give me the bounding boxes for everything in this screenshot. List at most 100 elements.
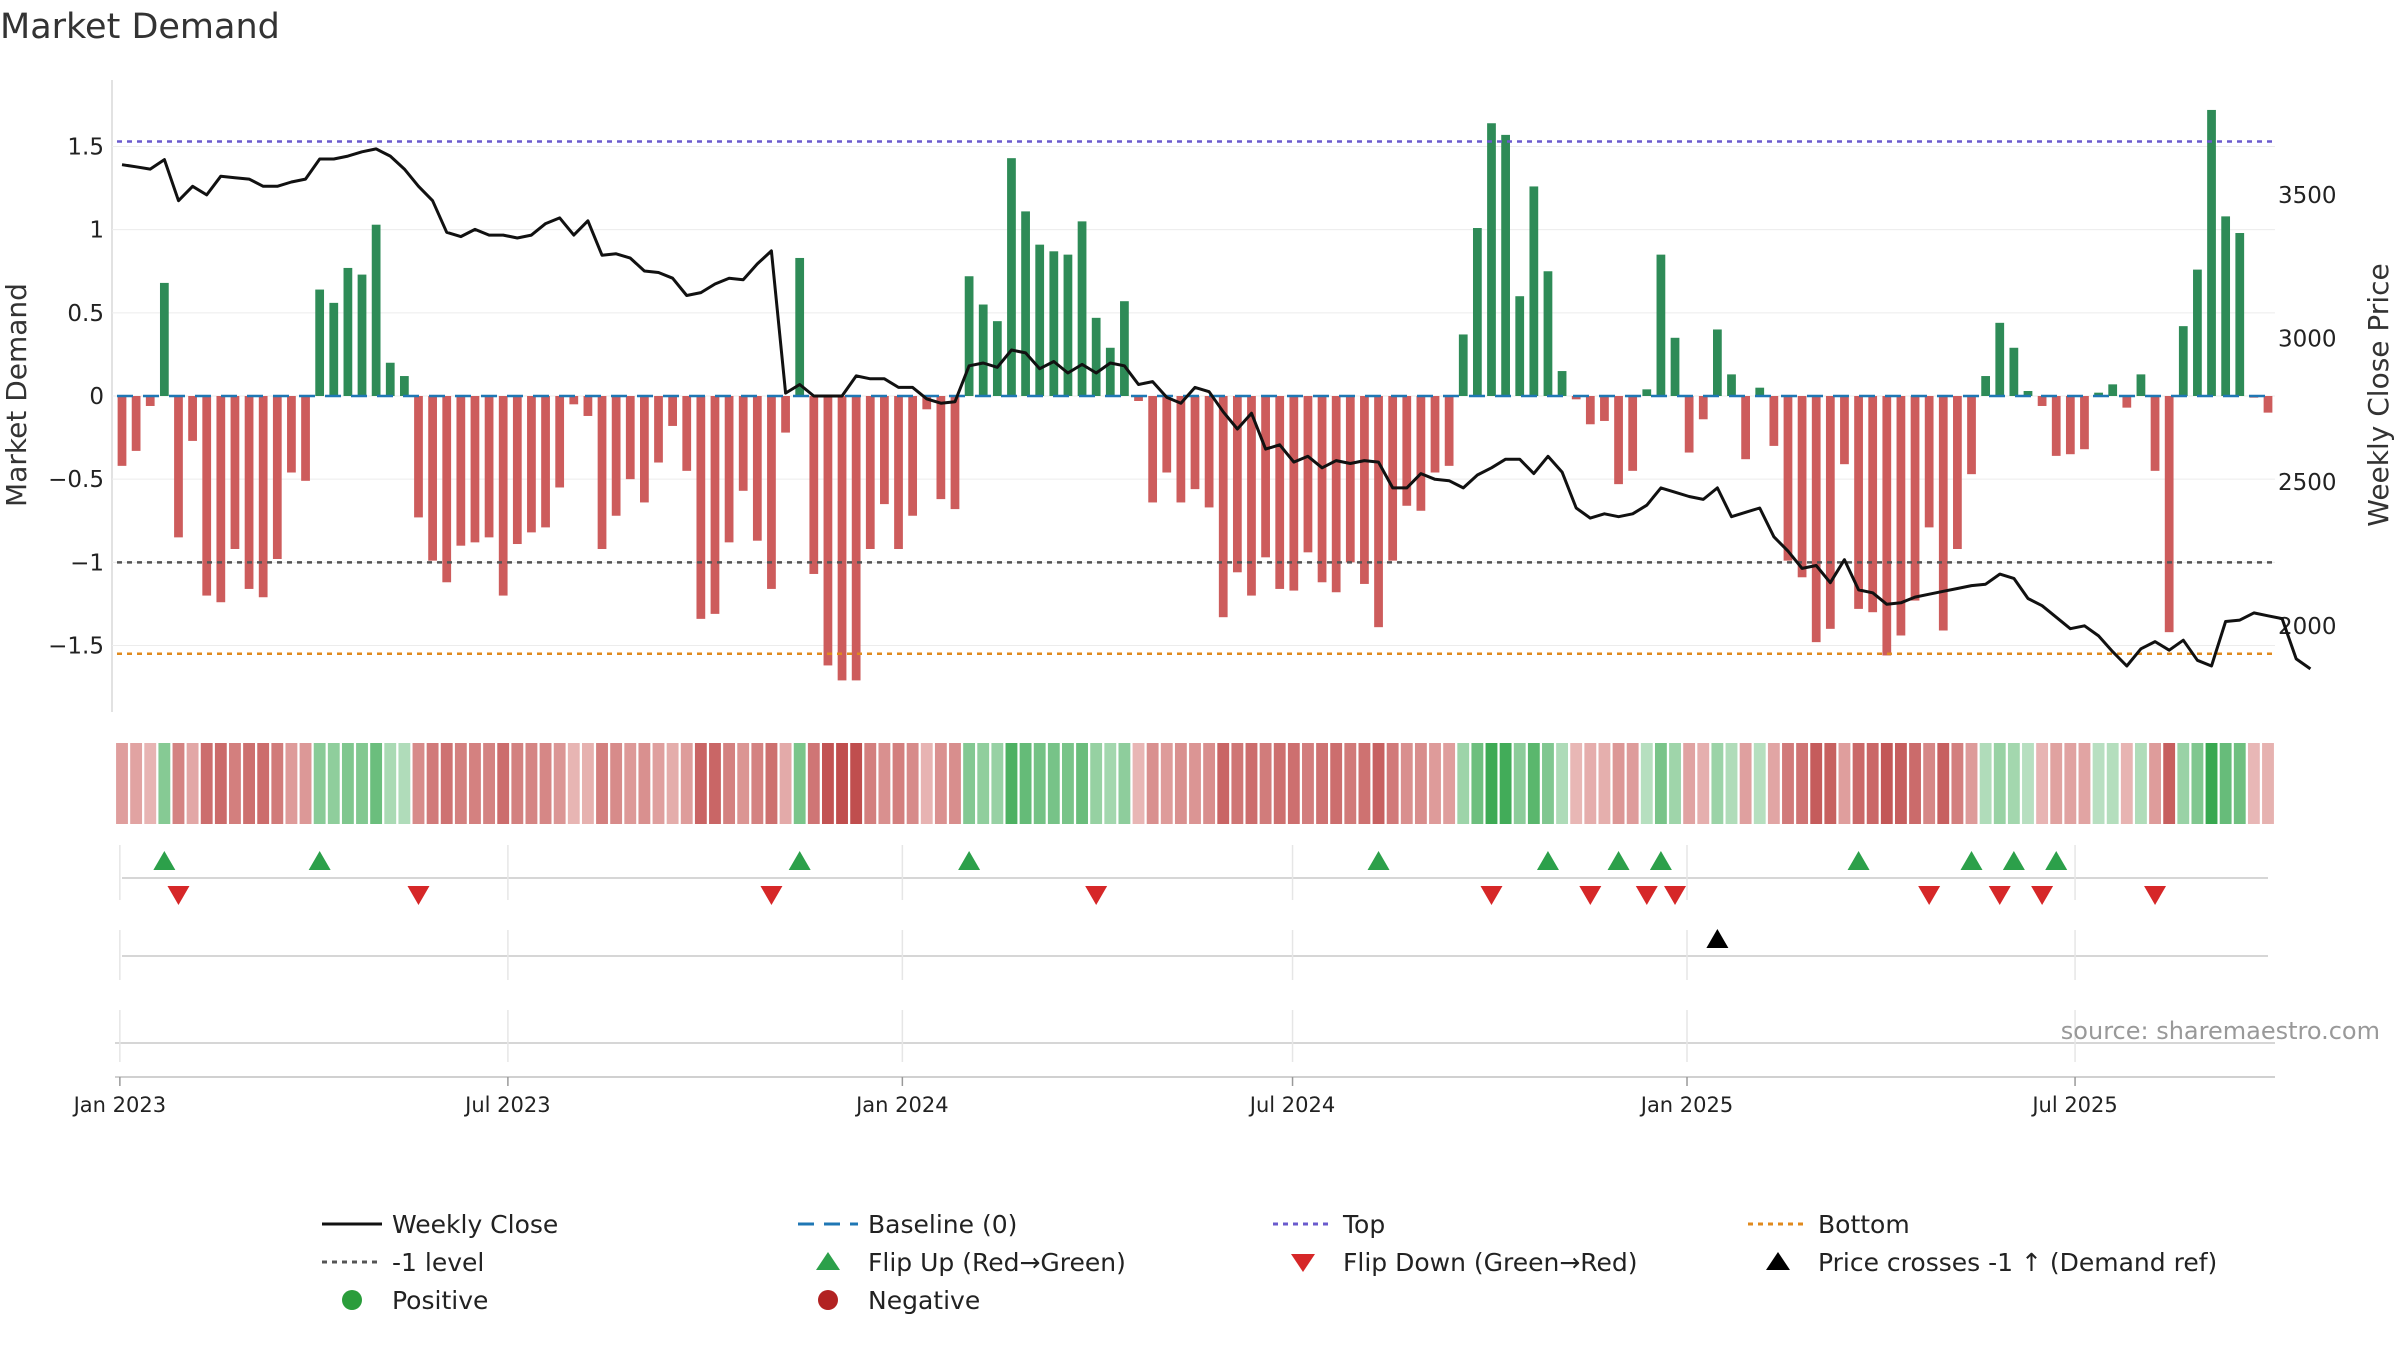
y2-tick-label: 3500 xyxy=(2278,183,2337,209)
positive-dot-icon xyxy=(342,1290,362,1310)
heat-cell xyxy=(1880,743,1893,824)
heat-cell xyxy=(299,743,312,824)
positive-bar xyxy=(2178,326,2188,396)
negative-bar xyxy=(1430,396,1440,473)
legend-weekly-close-label: Weekly Close xyxy=(392,1210,558,1239)
heat-cell xyxy=(2036,743,2049,824)
heat-cell xyxy=(497,743,510,824)
heat-cell xyxy=(2022,743,2034,824)
date-gridlines xyxy=(119,845,2076,1062)
heat-cell xyxy=(2233,743,2246,824)
heat-cell xyxy=(1400,743,1413,824)
flip-down-marker xyxy=(1988,886,2011,905)
x-tick-label: Jul 2024 xyxy=(1248,1093,1335,1117)
heat-cell xyxy=(1937,743,1950,824)
positive-bar xyxy=(2193,269,2202,396)
negative-bar xyxy=(1204,396,1214,508)
heat-cell xyxy=(1654,743,1667,824)
heat-cell xyxy=(1273,743,1286,824)
x-tick-label: Jul 2025 xyxy=(2030,1093,2117,1117)
negative-bar xyxy=(230,396,240,550)
flip-down-marker xyxy=(407,886,430,905)
legend-minus-one: -1 level xyxy=(322,1248,484,1277)
heat-cell xyxy=(1697,743,1710,824)
legend-baseline: Baseline (0) xyxy=(798,1210,1017,1239)
negative-bar xyxy=(1684,396,1694,453)
positive-bar xyxy=(1472,228,1482,396)
flip-up-marker xyxy=(153,851,176,870)
negative-bar xyxy=(145,396,155,406)
heat-cell xyxy=(1316,743,1328,824)
positive-bar xyxy=(399,376,409,396)
heat-cell xyxy=(1598,743,1611,824)
heat-cell xyxy=(1909,743,1921,824)
heat-cell xyxy=(412,743,425,824)
heat-cell xyxy=(991,743,1004,824)
heat-cell xyxy=(158,743,171,824)
heat-cell xyxy=(963,743,976,824)
positive-bar xyxy=(1487,123,1496,397)
heat-cell xyxy=(666,743,679,824)
heat-cell xyxy=(652,743,665,824)
negative-bar xyxy=(117,396,127,466)
positive-bar xyxy=(1063,254,1073,396)
heat-cell xyxy=(1584,743,1597,824)
heat-cell xyxy=(1570,743,1583,824)
heat-cell xyxy=(1443,743,1456,824)
heat-cell xyxy=(1852,743,1865,824)
negative-bar xyxy=(1388,396,1398,561)
heat-cell xyxy=(581,743,594,824)
negative-bar xyxy=(936,396,946,500)
positive-bar xyxy=(1755,387,1765,396)
negative-bar xyxy=(583,396,593,416)
negative-bar xyxy=(1840,396,1849,465)
heat-cell xyxy=(1132,743,1145,824)
negative-bar xyxy=(668,396,677,426)
heat-cell xyxy=(567,743,580,824)
marker-lanes xyxy=(115,877,2275,1078)
heat-cell xyxy=(1019,743,1032,824)
negative-bar xyxy=(781,396,790,433)
heat-cell xyxy=(426,743,439,824)
negative-bar xyxy=(752,396,762,541)
legend-baseline-label: Baseline (0) xyxy=(868,1210,1017,1239)
heat-cell xyxy=(1033,743,1046,824)
heat-cell xyxy=(327,743,340,824)
heat-cell xyxy=(1344,743,1357,824)
negative-bar xyxy=(823,396,833,666)
heat-cell xyxy=(1217,743,1230,824)
heat-cell xyxy=(1104,743,1117,824)
negative-bar xyxy=(1628,396,1638,471)
positive-bar xyxy=(795,257,805,396)
positive-bar xyxy=(1543,271,1553,396)
negative-bar xyxy=(1190,396,1200,490)
heat-cell xyxy=(1965,743,1978,824)
flip-down-marker xyxy=(2144,886,2167,905)
heat-cell xyxy=(1767,743,1780,824)
negative-bar xyxy=(1247,396,1256,596)
negative-bar xyxy=(1585,396,1595,425)
y2-tick-label: 2500 xyxy=(2278,470,2337,496)
reference-lines xyxy=(117,140,2273,656)
flip-up-marker xyxy=(788,851,811,870)
negative-bar xyxy=(922,396,932,410)
negative-bar xyxy=(428,396,437,561)
heat-cell xyxy=(1894,743,1907,824)
positive-bar xyxy=(1077,221,1087,396)
heat-cell xyxy=(1414,743,1427,824)
heat-cell xyxy=(1358,743,1371,824)
heat-cell xyxy=(1753,743,1766,824)
negative-bar xyxy=(1331,396,1341,593)
negative-bar xyxy=(272,396,282,559)
heat-cell xyxy=(370,743,383,824)
negative-bar xyxy=(301,396,310,481)
negative-bar xyxy=(1317,396,1327,583)
legend-bottom-label: Bottom xyxy=(1818,1210,1910,1239)
legend-flip-up-label: Flip Up (Red→Green) xyxy=(868,1248,1126,1277)
heat-cell xyxy=(1471,743,1484,824)
negative-bar xyxy=(851,396,861,681)
negative-bar xyxy=(611,396,621,516)
heat-cell xyxy=(1287,743,1300,824)
heat-cell xyxy=(1725,743,1738,824)
negative-bar xyxy=(1953,396,1962,550)
